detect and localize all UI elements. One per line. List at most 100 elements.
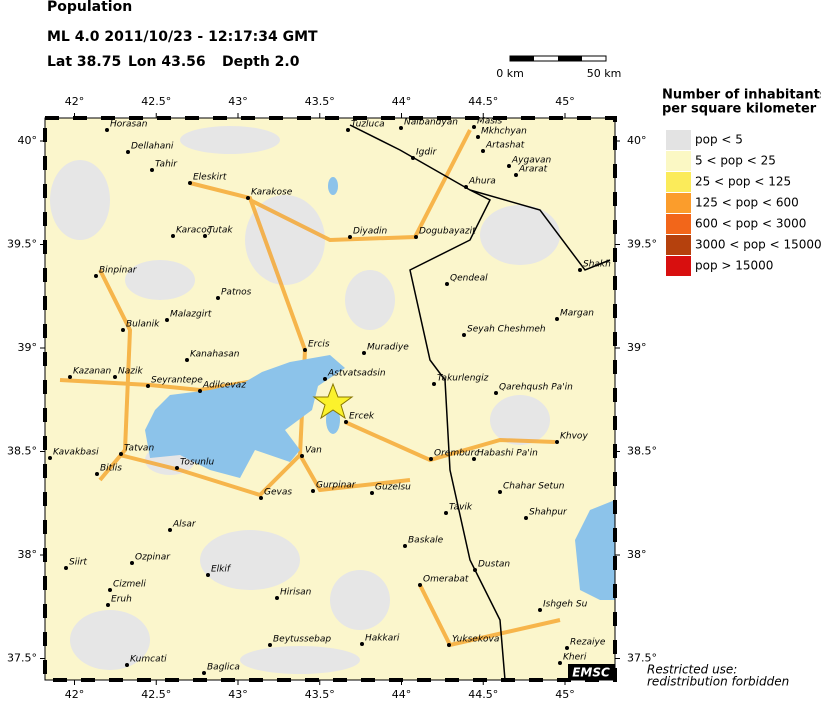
city-marker (555, 440, 559, 444)
x-tick-label: 44° (392, 688, 412, 701)
legend-label: 600 < pop < 3000 (695, 217, 806, 231)
city-marker (555, 317, 559, 321)
city-label: Rezaiye (570, 638, 606, 648)
city-marker (188, 181, 192, 185)
city-marker (171, 234, 175, 238)
city-label: Tatvan (124, 444, 154, 454)
city-marker (464, 185, 468, 189)
title: Population (47, 0, 132, 15)
city-marker (362, 351, 366, 355)
city-label: Masis (477, 117, 502, 127)
city-marker (202, 671, 206, 675)
x-tick-label: 45° (555, 95, 575, 108)
city-marker (578, 268, 582, 272)
city-label: Habashi Pa'in (477, 449, 538, 459)
city-marker (246, 196, 250, 200)
city-marker (121, 328, 125, 332)
city-label: Mkhchyan (481, 127, 527, 137)
x-tick-label: 43.5° (305, 688, 335, 701)
x-tick-label: 42° (65, 95, 85, 108)
city-label: Gevas (264, 488, 292, 498)
city-label: Ozpinar (135, 553, 171, 563)
city-label: Kheri (563, 653, 587, 663)
city-marker (498, 490, 502, 494)
city-label: Alsar (172, 520, 197, 530)
city-marker (323, 377, 327, 381)
legend-label: 125 < pop < 600 (695, 196, 799, 210)
city-marker (125, 663, 129, 667)
city-label: Binpinar (99, 266, 138, 276)
city-label: Ercek (349, 412, 375, 422)
city-marker (206, 573, 210, 577)
logo: EMSC (572, 666, 610, 680)
city-label: Shahpur (529, 508, 568, 518)
legend-swatch (666, 214, 691, 234)
y-tick-label: 40° (627, 134, 647, 147)
x-tick-label: 44° (392, 95, 412, 108)
legend-label: 25 < pop < 125 (695, 175, 791, 189)
legend-swatch (666, 172, 691, 192)
city-label: Kazanan (73, 367, 112, 377)
city-marker (432, 382, 436, 386)
city-marker (106, 603, 110, 607)
city-label: Diyadin (353, 227, 387, 237)
city-marker (300, 454, 304, 458)
city-marker (165, 318, 169, 322)
city-marker (168, 528, 172, 532)
city-marker (68, 375, 72, 379)
city-marker (94, 274, 98, 278)
lat: Lat 38.75 (47, 54, 121, 70)
city-label: Siirt (69, 558, 87, 568)
city-label: Dellahani (131, 142, 174, 152)
legend-title: Number of inhabitants (662, 88, 821, 103)
x-tick-label: 42° (65, 688, 85, 701)
y-tick-label: 39.5° (7, 238, 37, 251)
city-label: Margan (560, 309, 594, 319)
x-tick-label: 44.5° (468, 688, 498, 701)
city-label: Ishgeh Su (543, 600, 588, 610)
city-marker (411, 156, 415, 160)
city-marker (481, 149, 485, 153)
city-label: Ahura (468, 177, 496, 187)
legend-title: per square kilometer (662, 102, 817, 117)
city-label: Aygavan (511, 156, 552, 166)
note: Restricted use: (647, 663, 737, 677)
city-label: Khvoy (560, 432, 588, 442)
legend-label: pop < 5 (695, 133, 743, 147)
city-marker (275, 596, 279, 600)
city-marker (507, 164, 511, 168)
city-marker (494, 391, 498, 395)
city-label: Qendeal (450, 274, 488, 284)
city-label: Omerabat (423, 575, 469, 585)
city-marker (150, 168, 154, 172)
city-label: Baglica (207, 663, 240, 673)
city-marker (538, 608, 542, 612)
city-label: Adilcevaz (202, 381, 246, 391)
city-label: Tuzluca (351, 120, 385, 130)
city-marker (444, 511, 448, 515)
city-marker (514, 173, 518, 177)
city-marker (119, 452, 123, 456)
city-label: Karacoç (176, 226, 212, 236)
legend-swatch (666, 235, 691, 255)
city-marker (311, 489, 315, 493)
city-marker (445, 282, 449, 286)
city-marker (146, 384, 150, 388)
city-marker (565, 646, 569, 650)
city-label: Karakose (251, 188, 293, 198)
city-label: Hakkari (365, 634, 400, 644)
city-marker (346, 128, 350, 132)
city-label: Dustan (478, 560, 510, 570)
city-label: Beytussebap (273, 635, 331, 645)
city-marker (130, 561, 134, 565)
city-marker (524, 516, 528, 520)
city-label: Kavakbasi (53, 448, 99, 458)
lon: Lon 43.56 (128, 54, 206, 70)
city-marker (198, 389, 202, 393)
city-label: Eleskirt (193, 173, 227, 183)
city-label: Eruh (111, 595, 132, 605)
city-label: Igdir (416, 148, 438, 158)
city-marker (399, 126, 403, 130)
legend-swatch (666, 151, 691, 171)
city-marker (370, 491, 374, 495)
